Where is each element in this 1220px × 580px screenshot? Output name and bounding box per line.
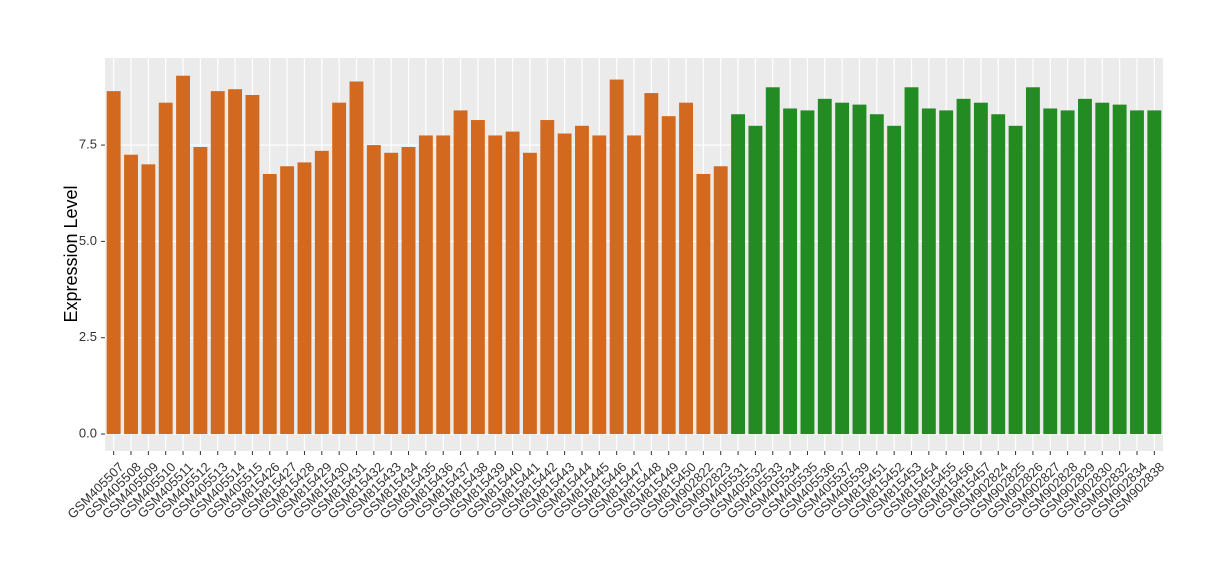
bar [280, 166, 295, 435]
bar [679, 102, 693, 435]
bar [505, 131, 520, 435]
bar [176, 75, 190, 435]
bar [540, 120, 555, 435]
bar [800, 110, 815, 435]
bar [904, 87, 919, 435]
bar [939, 110, 954, 435]
bar [765, 87, 780, 435]
bar [418, 135, 433, 435]
bar [713, 166, 728, 435]
bar [488, 135, 503, 435]
bar [1112, 104, 1127, 435]
bar [1130, 110, 1144, 435]
bar [557, 133, 572, 435]
bar [627, 135, 641, 435]
y-tick-label: 7.5 [79, 137, 97, 152]
bar [592, 135, 607, 435]
bar [852, 104, 867, 435]
bar [470, 120, 485, 435]
bar [349, 81, 364, 435]
bar [210, 91, 225, 435]
bar [245, 94, 260, 435]
bar [193, 147, 208, 435]
bar [1147, 110, 1162, 435]
bar [973, 102, 988, 435]
bar [124, 154, 138, 435]
bar [522, 152, 537, 435]
bar [1025, 87, 1040, 435]
bar [991, 114, 1006, 435]
y-tick-label: 0.0 [79, 425, 97, 440]
y-axis-label: Expression Level [61, 185, 81, 322]
bar [228, 89, 243, 435]
bar [644, 93, 659, 435]
y-tick-label: 2.5 [79, 329, 97, 344]
bar [731, 114, 746, 435]
bar [141, 164, 156, 435]
bar [575, 125, 589, 435]
bar [661, 116, 676, 435]
bar [1078, 98, 1092, 435]
bar [1043, 108, 1058, 435]
bar [314, 150, 329, 435]
bar [869, 114, 884, 435]
bar [817, 98, 832, 435]
bar [332, 102, 347, 435]
y-tick-label: 5.0 [79, 233, 97, 248]
bar [106, 91, 121, 435]
bar [835, 102, 850, 435]
bar [783, 108, 798, 435]
bar [401, 147, 416, 435]
bar [1008, 125, 1023, 435]
bar [748, 125, 763, 435]
bar [1095, 102, 1110, 435]
bar [921, 108, 936, 435]
bar [158, 102, 173, 435]
bar [887, 125, 902, 435]
bar [366, 145, 381, 435]
bar [696, 173, 711, 435]
bar [956, 98, 971, 435]
bar [262, 173, 277, 435]
bar [453, 110, 468, 435]
bar [609, 79, 624, 435]
bar [384, 152, 399, 435]
bar [297, 162, 312, 435]
bar [436, 135, 451, 435]
bar [1060, 110, 1075, 435]
